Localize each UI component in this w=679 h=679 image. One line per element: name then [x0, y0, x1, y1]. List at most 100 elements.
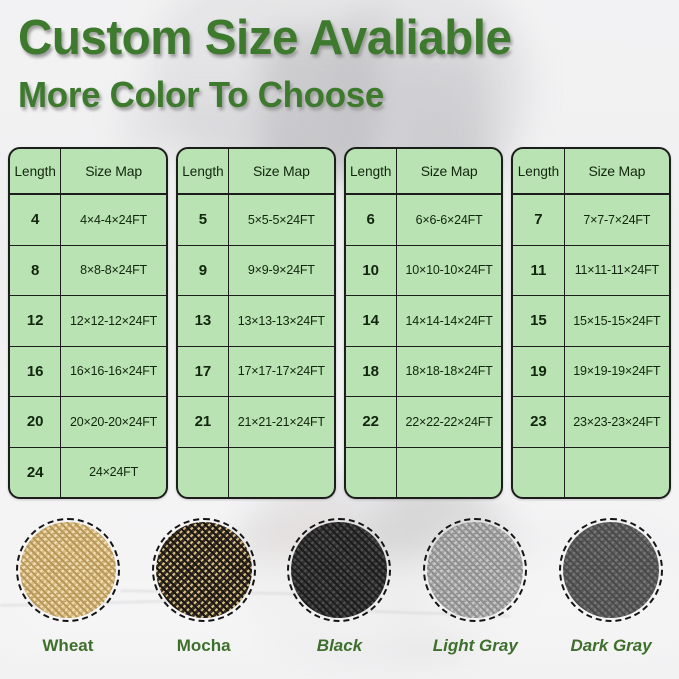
swatch-label: Light Gray	[432, 636, 518, 655]
size-table-4: Length Size Map 7 7×7-7×24FT 11 11×11-11×24FT…	[511, 147, 671, 499]
column-header-size-map: Size Map	[588, 163, 646, 179]
cell-length: 24	[10, 447, 62, 497]
cell-length: 6	[346, 195, 397, 245]
color-swatch[interactable]: Light Gray	[407, 518, 543, 679]
cell-size-map: 10×10-10×24FT	[405, 263, 493, 278]
table-header-row: Length Size Map	[10, 149, 166, 195]
fabric-texture	[427, 522, 524, 618]
table-row: 21 21×21-21×24FT	[177, 397, 334, 448]
table-row: 23 23×23-23×24FT	[513, 397, 669, 448]
cell-length: 22	[346, 397, 397, 447]
fabric-texture	[155, 522, 252, 618]
column-header-length: Length	[513, 149, 565, 193]
cell-length: 12	[10, 296, 62, 346]
cell-size-map	[229, 448, 333, 498]
table-row: 19 19×19-19×24FT	[513, 346, 669, 397]
table-row: 16 16×16-16×24FT	[10, 346, 166, 397]
cell-size-map: 8×8-8×24FT	[80, 263, 147, 278]
table-header-row: Length Size Map	[513, 149, 669, 195]
cell-size-map: 17×17-17×24FT	[237, 364, 325, 379]
color-swatch[interactable]: Mocha	[136, 518, 272, 679]
cell-size-map: 9×9-9×24FT	[247, 263, 315, 278]
cell-size-map: 15×15-15×24FT	[573, 313, 661, 328]
table-row	[346, 447, 502, 498]
size-table-3: Length Size Map 6 6×6-6×24FT 10 10×10-10×24FT…	[343, 147, 504, 499]
table-row: 11 11×11-11×24FT	[513, 245, 669, 296]
cell-size-map: 14×14-14×24FT	[405, 313, 493, 328]
table-row: 20 20×20-20×24FT	[10, 397, 166, 448]
cell-size-map: 19×19-19×24FT	[573, 364, 661, 379]
cell-length: 16	[10, 346, 62, 396]
table-row: 7 7×7-7×24FT	[513, 195, 669, 246]
cell-size-map: 12×12-12×24FT	[70, 313, 158, 328]
heading-block: Custom Size Avaliable More Color To Choo…	[18, 14, 527, 113]
cell-size-map	[397, 448, 501, 498]
cell-length: 7	[513, 195, 565, 245]
cell-length: 14	[346, 296, 397, 346]
table-row: 18 18×18-18×24FT	[345, 346, 502, 397]
cell-size-map: 18×18-18×24FT	[405, 364, 493, 379]
fabric-texture	[291, 522, 388, 618]
cell-length: 10	[346, 245, 397, 295]
cell-length	[178, 447, 230, 497]
cell-length: 21	[178, 397, 230, 447]
cell-size-map: 24×24FT	[89, 465, 139, 480]
table-row: 4 4×4-4×24FT	[10, 195, 166, 246]
swatch-disc-dark-gray[interactable]	[559, 518, 664, 622]
color-swatch[interactable]: Black	[272, 518, 408, 679]
cell-length: 20	[10, 397, 62, 447]
swatch-disc-black[interactable]	[287, 518, 392, 622]
table-header-row: Length Size Map	[345, 149, 502, 195]
swatch-disc-wheat[interactable]	[15, 518, 120, 622]
cell-length: 17	[178, 346, 230, 396]
size-table-1: Length Size Map 4 4×4-4×24FT 8 8×8-8×24FT 12 12…	[8, 147, 168, 499]
table-row: 6 6×6-6×24FT	[345, 195, 502, 246]
cell-length: 23	[513, 397, 565, 447]
cell-length	[346, 447, 397, 497]
cell-length: 8	[10, 245, 62, 295]
sub-heading: More Color To Choose	[18, 74, 385, 115]
table-row: 24 24×24FT	[10, 447, 166, 497]
swatch-label: Black	[316, 636, 363, 655]
column-header-length: Length	[178, 149, 230, 193]
cell-size-map: 11×11-11×24FT	[574, 263, 659, 278]
cell-size-map: 4×4-4×24FT	[80, 212, 147, 227]
cell-size-map: 7×7-7×24FT	[583, 212, 651, 227]
cell-length: 5	[178, 195, 230, 245]
column-header-size-map: Size Map	[420, 163, 478, 179]
size-tables: Length Size Map 4 4×4-4×24FT 8 8×8-8×24FT 12 12…	[8, 147, 671, 499]
swatch-disc-mocha[interactable]	[151, 518, 256, 622]
table-row: 17 17×17-17×24FT	[177, 346, 334, 397]
cell-length: 11	[513, 245, 565, 295]
column-header-length: Length	[10, 149, 62, 193]
cell-length	[513, 447, 565, 497]
color-swatch[interactable]: Dark Gray	[543, 518, 679, 679]
table-row	[178, 447, 334, 498]
fabric-texture	[19, 522, 116, 618]
table-row: 9 9×9-9×24FT	[177, 245, 334, 296]
column-header-length: Length	[346, 149, 397, 193]
cell-size-map: 5×5-5×24FT	[247, 212, 315, 227]
column-header-size-map: Size Map	[85, 163, 142, 179]
swatch-label: Mocha	[176, 636, 231, 655]
table-row	[513, 447, 669, 497]
swatch-label: Wheat	[42, 636, 94, 655]
cell-size-map: 16×16-16×24FT	[70, 364, 158, 379]
main-heading: Custom Size Avaliable	[18, 11, 512, 65]
cell-length: 4	[10, 195, 62, 245]
table-row: 10 10×10-10×24FT	[345, 245, 502, 296]
table-row: 13 13×13-13×24FT	[177, 296, 334, 347]
color-swatches: Wheat Mocha Black Light Gray Dark Gray	[0, 518, 679, 679]
table-row: 12 12×12-12×24FT	[10, 296, 166, 347]
size-table-2: Length Size Map 5 5×5-5×24FT 9 9×9-9×24FT 13 13…	[175, 147, 336, 499]
cell-size-map: 20×20-20×24FT	[70, 414, 158, 429]
cell-length: 15	[513, 296, 565, 346]
table-row: 14 14×14-14×24FT	[345, 296, 502, 347]
cell-length: 9	[178, 245, 230, 295]
color-swatch[interactable]: Wheat	[0, 518, 136, 679]
cell-size-map: 23×23-23×24FT	[573, 414, 661, 429]
swatch-disc-light-gray[interactable]	[423, 518, 528, 622]
cell-size-map: 6×6-6×24FT	[415, 212, 483, 227]
table-row: 15 15×15-15×24FT	[513, 296, 669, 347]
